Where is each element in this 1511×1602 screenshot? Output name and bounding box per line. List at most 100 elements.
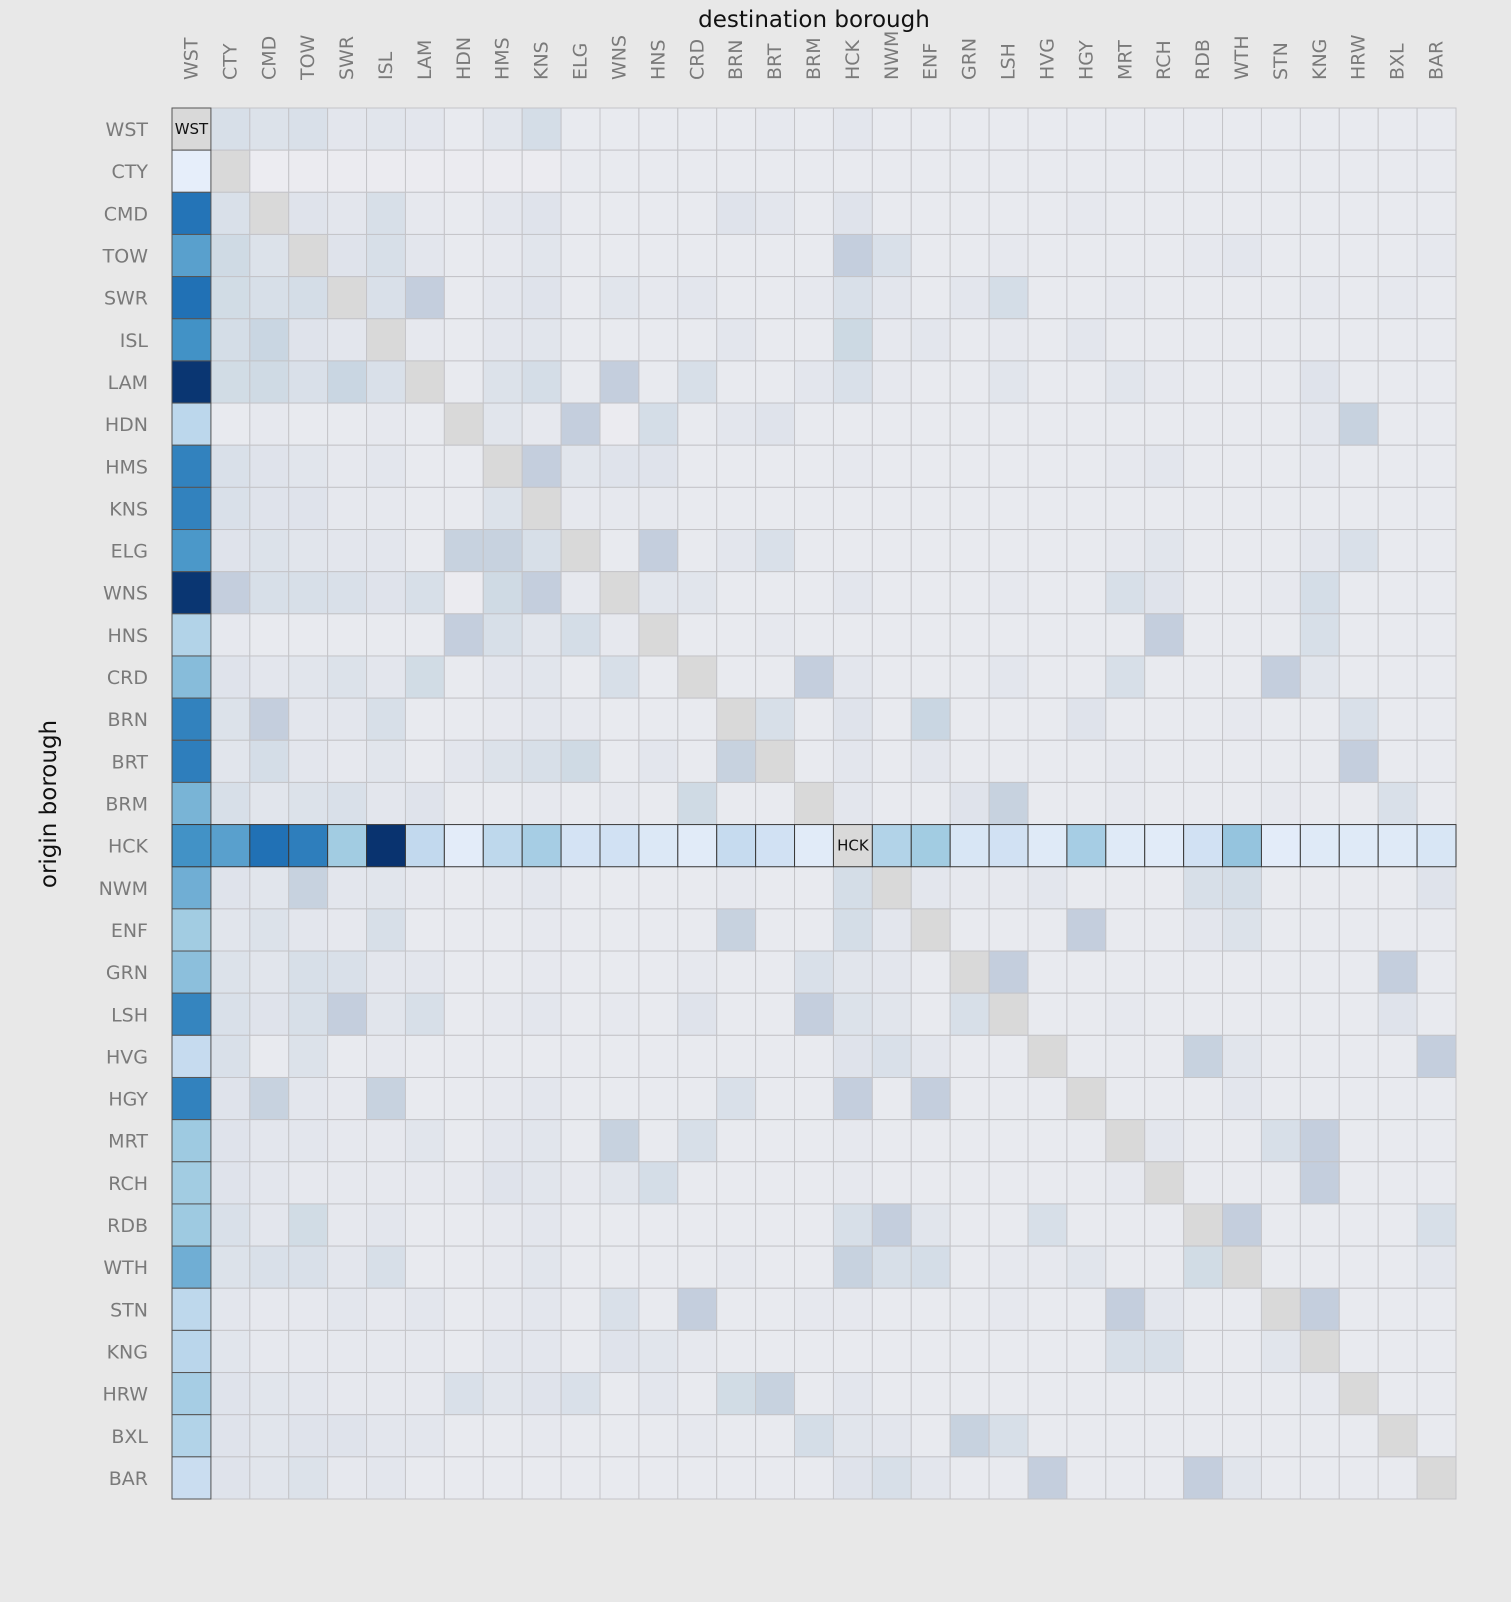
heatmap-cell-HGY-KNG bbox=[1299, 1076, 1340, 1121]
x-tick-label: LSH bbox=[998, 43, 1020, 80]
heatmap-cell-CTY-NWM bbox=[871, 149, 912, 193]
heatmap-cell-ENF-HDN bbox=[443, 908, 484, 952]
heatmap-cell-SWR-HGY bbox=[1066, 276, 1107, 320]
heatmap-cell-HRW-HCK bbox=[832, 1372, 873, 1416]
heatmap-cell-NWM-LAM bbox=[404, 866, 445, 910]
heatmap-cell-HGY-RCH bbox=[1144, 1076, 1185, 1121]
heatmap-cell-CMD-CRD bbox=[677, 191, 718, 235]
heatmap-cell-CTY-HVG bbox=[1027, 149, 1068, 193]
heatmap-cell-BRM-HVG bbox=[1027, 781, 1068, 826]
x-tick-label: BXL bbox=[1387, 43, 1409, 80]
heatmap-cell-LAM-BAR bbox=[1416, 360, 1457, 404]
heatmap-cell-RCH-HNS bbox=[638, 1161, 679, 1205]
heatmap-cell-CMD-BRT bbox=[755, 191, 796, 235]
heatmap-cell-ELG-BRN bbox=[716, 529, 757, 573]
heatmap-cell-NWM-HMS bbox=[482, 866, 523, 910]
heatmap-cell-WTH-WTH bbox=[1222, 1245, 1262, 1289]
heatmap-cell-LSH-HCK bbox=[832, 992, 873, 1036]
heatmap-cell-ELG-RDB bbox=[1183, 529, 1224, 573]
heatmap-cell-HDN-ELG bbox=[560, 402, 601, 446]
heatmap-cell-STN-NWM bbox=[871, 1287, 912, 1331]
heatmap-cell-WST-HDN bbox=[443, 107, 484, 151]
heatmap-cell-WNS-LAM bbox=[404, 571, 445, 615]
heatmap-cell-ELG-WTH bbox=[1222, 529, 1262, 573]
heatmap-cell-TOW-STN bbox=[1260, 233, 1301, 278]
heatmap-cell-CTY-RDB bbox=[1183, 149, 1224, 193]
heatmap-cell-HNS-LAM bbox=[404, 613, 445, 657]
heatmap-cell-HDN-BAR bbox=[1416, 402, 1457, 446]
heatmap-cell-LAM-HVG bbox=[1027, 360, 1068, 404]
heatmap-cell-MRT-HNS bbox=[638, 1119, 679, 1163]
heatmap-cell-KNG-BRN bbox=[716, 1329, 757, 1374]
heatmap-cell-HCK-ENF bbox=[910, 824, 951, 868]
heatmap-cell-LAM-MRT bbox=[1105, 360, 1146, 404]
heatmap-cell-ENF-RCH bbox=[1144, 908, 1185, 952]
heatmap-cell-WNS-CTY bbox=[210, 571, 251, 615]
heatmap-cell-BRM-ENF bbox=[910, 781, 951, 826]
heatmap-cell-CMD-LSH bbox=[988, 191, 1029, 235]
heatmap-cell-LSH-SWR bbox=[327, 992, 368, 1036]
heatmap-cell-ISL-HNS bbox=[638, 318, 679, 362]
heatmap-cell-HMS-HMS bbox=[482, 444, 523, 488]
heatmap-cell-LSH-HVG bbox=[1027, 992, 1068, 1036]
heatmap-cell-HCK-SWR bbox=[327, 824, 368, 868]
heatmap-cell-KNS-BRN bbox=[716, 486, 757, 531]
heatmap-cell-BAR-SWR bbox=[327, 1456, 368, 1500]
heatmap-cell-CMD-HNS bbox=[638, 191, 679, 235]
heatmap-cell-BRM-BAR bbox=[1416, 781, 1457, 826]
x-tick-label: MRT bbox=[1114, 40, 1136, 80]
heatmap-cell-STN-CRD bbox=[677, 1287, 718, 1331]
x-tick-label: BRN bbox=[725, 40, 747, 80]
heatmap-cell-ISL-WTH bbox=[1222, 318, 1262, 362]
heatmap-cell-HDN-ENF bbox=[910, 402, 951, 446]
heatmap-cell-RDB-WST bbox=[171, 1203, 212, 1247]
heatmap-cell-NWM-HVG bbox=[1027, 866, 1068, 910]
heatmap-cell-STN-BRT bbox=[755, 1287, 796, 1331]
heatmap-cell-KNS-WTH bbox=[1222, 486, 1262, 531]
heatmap-cell-KNS-MRT bbox=[1105, 486, 1146, 531]
heatmap-cell-WST-STN bbox=[1260, 107, 1301, 151]
heatmap-cell-BRM-NWM bbox=[871, 781, 912, 826]
heatmap-cell-NWM-CRD bbox=[677, 866, 718, 910]
heatmap-cell-BAR-WNS bbox=[599, 1456, 640, 1500]
heatmap-cell-BRM-MRT bbox=[1105, 781, 1146, 826]
heatmap-cell-MRT-HCK bbox=[832, 1119, 873, 1163]
heatmap-cell-BXL-SWR bbox=[327, 1414, 368, 1458]
heatmap-cell-WTH-CMD bbox=[249, 1245, 290, 1289]
heatmap-cell-KNS-BXL bbox=[1377, 486, 1418, 531]
heatmap-cell-SWR-ISL bbox=[366, 276, 406, 320]
heatmap-cell-CMD-KNG bbox=[1299, 191, 1340, 235]
heatmap-cell-HMS-HNS bbox=[638, 444, 679, 488]
heatmap-cell-BRM-SWR bbox=[327, 781, 368, 826]
y-tick-label: RCH bbox=[108, 1173, 148, 1195]
heatmap-cell-BRT-RCH bbox=[1144, 739, 1185, 783]
heatmap-cell-WTH-HNS bbox=[638, 1245, 679, 1289]
heatmap-cell-WNS-HRW bbox=[1338, 571, 1379, 615]
heatmap-cell-HGY-HCK bbox=[832, 1076, 873, 1121]
heatmap-cell-TOW-RDB bbox=[1183, 233, 1224, 278]
heatmap-cell-RDB-MRT bbox=[1105, 1203, 1146, 1247]
x-tick-labels: WST CTY CMD TOW SWR ISL LAM HDN HMS KNS ELG WNS HNS C… bbox=[180, 31, 1447, 81]
heatmap-cell-TOW-WTH bbox=[1222, 233, 1262, 278]
heatmap-cell-HMS-WST bbox=[171, 444, 212, 488]
heatmap-cell-RDB-BAR bbox=[1416, 1203, 1457, 1247]
heatmap-cell-CRD-SWR bbox=[327, 655, 368, 699]
heatmap-cell-ISL-GRN bbox=[949, 318, 990, 362]
heatmap-cell-BAR-KNG bbox=[1299, 1456, 1340, 1500]
heatmap-cell-ELG-LAM bbox=[404, 529, 445, 573]
heatmap-cell-HMS-WTH bbox=[1222, 444, 1262, 488]
heatmap-cell-STN-RDB bbox=[1183, 1287, 1224, 1331]
heatmap-cell-HNS-KNS bbox=[521, 613, 562, 657]
heatmap-cell-ENF-NWM bbox=[871, 908, 912, 952]
heatmap-cell-KNS-NWM bbox=[871, 486, 912, 531]
heatmap-cell-BAR-ELG bbox=[560, 1456, 601, 1500]
heatmap-cell-HVG-SWR bbox=[327, 1034, 368, 1078]
heatmap-cell-HDN-WST bbox=[171, 402, 212, 446]
heatmap-cell-BRM-LSH bbox=[988, 781, 1029, 826]
heatmap-cell-HVG-HVG bbox=[1027, 1034, 1068, 1078]
heatmap-cell-GRN-CTY bbox=[210, 950, 251, 994]
heatmap-cell-HMS-CTY bbox=[210, 444, 251, 488]
heatmap-cell-MRT-GRN bbox=[949, 1119, 990, 1163]
heatmap-cell-WST-CTY bbox=[210, 107, 251, 151]
heatmap-cell-BAR-LSH bbox=[988, 1456, 1029, 1500]
